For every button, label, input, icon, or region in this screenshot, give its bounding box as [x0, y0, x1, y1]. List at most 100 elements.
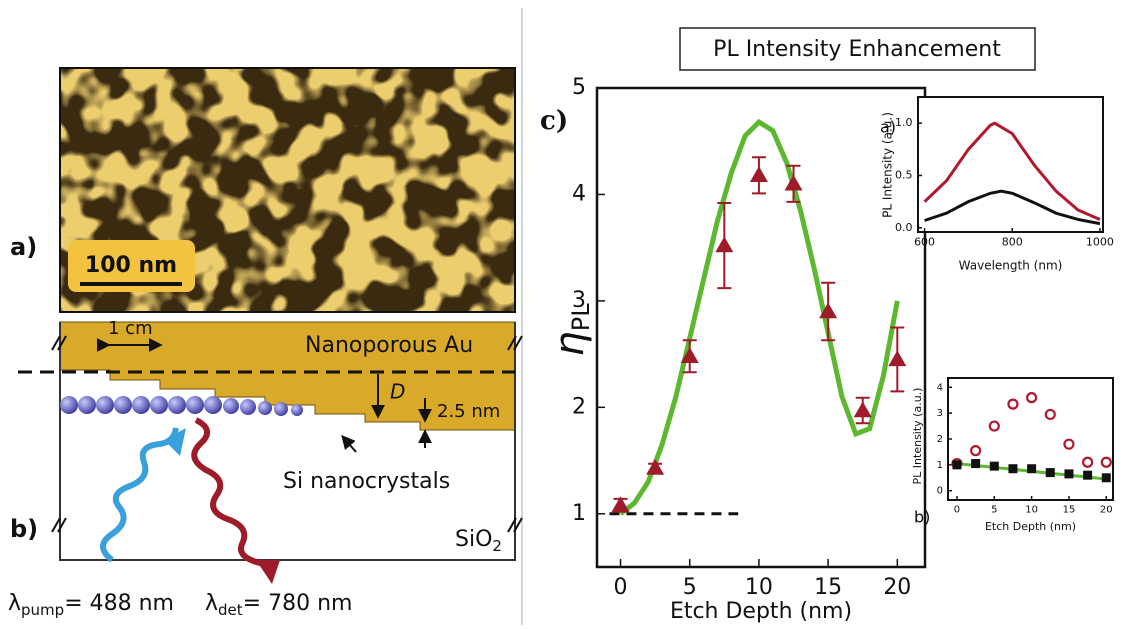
particles-label: Si nanocrystals — [283, 469, 450, 494]
point — [1064, 469, 1074, 479]
nanocrystals — [60, 396, 303, 416]
point — [971, 459, 981, 469]
title-box — [679, 27, 1036, 71]
x-tick-label: 20 — [883, 575, 911, 600]
plot-frame — [947, 377, 1114, 501]
point — [988, 420, 1000, 432]
point — [1100, 456, 1112, 468]
point — [1027, 464, 1037, 474]
sample-outline — [59, 322, 516, 561]
point — [970, 445, 982, 457]
x-tick-label: 800 — [1002, 235, 1023, 248]
layer-label: Nanoporous Au — [305, 333, 473, 358]
x-tick-label: 10 — [1025, 505, 1038, 516]
plot-frame — [595, 86, 927, 569]
point — [1082, 456, 1094, 468]
text: SiO — [455, 527, 492, 552]
panel-label: b) — [914, 508, 930, 527]
y-tick-label: 4 — [572, 181, 586, 206]
step-height-label: 2.5 nm — [437, 401, 500, 422]
scale-bar-box — [68, 240, 195, 292]
y-tick-label: 1 — [937, 460, 943, 471]
pump-wave — [100, 427, 179, 563]
x-axis-label: Etch Depth (nm) — [670, 599, 852, 624]
x-tick-label: 1000 — [1086, 235, 1114, 248]
point — [819, 302, 838, 319]
detection-arrowhead — [256, 560, 280, 584]
y-tick-label: 0 — [937, 486, 943, 497]
subscript: det — [218, 601, 243, 619]
x-tick-label: 5 — [683, 575, 697, 600]
pump-arrowhead — [164, 428, 186, 456]
y-axis-label: ηPL — [547, 303, 595, 357]
point — [1026, 392, 1038, 404]
point — [611, 496, 630, 513]
panel-label: a) — [10, 233, 37, 261]
inset-background — [948, 378, 1113, 500]
y-tick-label: 3 — [937, 408, 943, 419]
inset-background — [918, 97, 1103, 232]
point — [1083, 470, 1093, 480]
y-tick-label: 5 — [572, 75, 586, 100]
point — [1045, 468, 1055, 478]
y-tick-label: 0.0 — [895, 221, 913, 234]
step-width-label: 1 cm — [108, 318, 153, 339]
point — [715, 236, 734, 253]
text: λ — [8, 591, 21, 616]
x-tick-label: 15 — [1063, 505, 1076, 516]
micrograph-frame — [59, 67, 516, 313]
x-tick-label: 5 — [991, 505, 997, 516]
distance-label: D — [390, 380, 405, 404]
y-axis-label: PL Intensity (a.u.) — [881, 112, 895, 218]
point — [749, 166, 768, 183]
y-axis-label-main: η — [547, 331, 593, 356]
point — [646, 459, 665, 475]
point — [1063, 438, 1075, 450]
pump-label: λpump= 488 nm — [8, 591, 174, 619]
text: = 488 nm — [64, 591, 174, 616]
panel-label: c) — [540, 106, 568, 136]
point — [1008, 464, 1018, 474]
text: λ — [205, 591, 218, 616]
y-tick-label: 4 — [937, 382, 943, 393]
point — [952, 460, 962, 470]
detection-wave — [191, 417, 265, 567]
subscript: pump — [21, 601, 64, 619]
point — [1007, 398, 1019, 410]
fit-line — [924, 189, 1101, 226]
point — [784, 174, 803, 191]
x-tick-label: 600 — [914, 235, 935, 248]
subscript: 2 — [492, 537, 502, 555]
x-axis-label: Wavelength (nm) — [959, 259, 1063, 273]
text: = 780 nm — [243, 591, 353, 616]
chart-title: PL Intensity Enhancement — [713, 37, 1001, 62]
substrate-label: SiO2 — [455, 527, 502, 555]
break-marks — [51, 335, 523, 533]
y-tick-label: 1 — [572, 501, 586, 526]
y-axis-label-subscript: PL — [567, 303, 595, 331]
fit-line — [619, 118, 900, 516]
point — [888, 350, 907, 367]
point — [680, 347, 699, 363]
x-axis-label: Etch Depth (nm) — [985, 520, 1076, 533]
y-axis-label: PL Intensity (a.u.) — [911, 388, 924, 485]
y-tick-label: 2 — [937, 434, 943, 445]
point — [1101, 473, 1111, 483]
panel-label: a) — [880, 118, 896, 137]
x-tick-label: 10 — [745, 575, 773, 600]
y-tick-label: 1.0 — [895, 116, 913, 129]
point — [1044, 408, 1056, 421]
scale-bar-label: 100 nm — [85, 253, 177, 278]
fit-line — [923, 121, 1101, 221]
x-tick-label: 0 — [954, 505, 960, 516]
plot-frame — [917, 96, 1104, 233]
panel-label: b) — [10, 515, 38, 543]
point — [853, 401, 872, 418]
y-tick-label: 3 — [572, 288, 586, 313]
x-tick-label: 0 — [614, 575, 628, 600]
particles-arrow — [341, 434, 357, 453]
x-tick-label: 20 — [1100, 505, 1113, 516]
y-tick-label: 2 — [572, 394, 586, 419]
x-tick-label: 15 — [814, 575, 842, 600]
